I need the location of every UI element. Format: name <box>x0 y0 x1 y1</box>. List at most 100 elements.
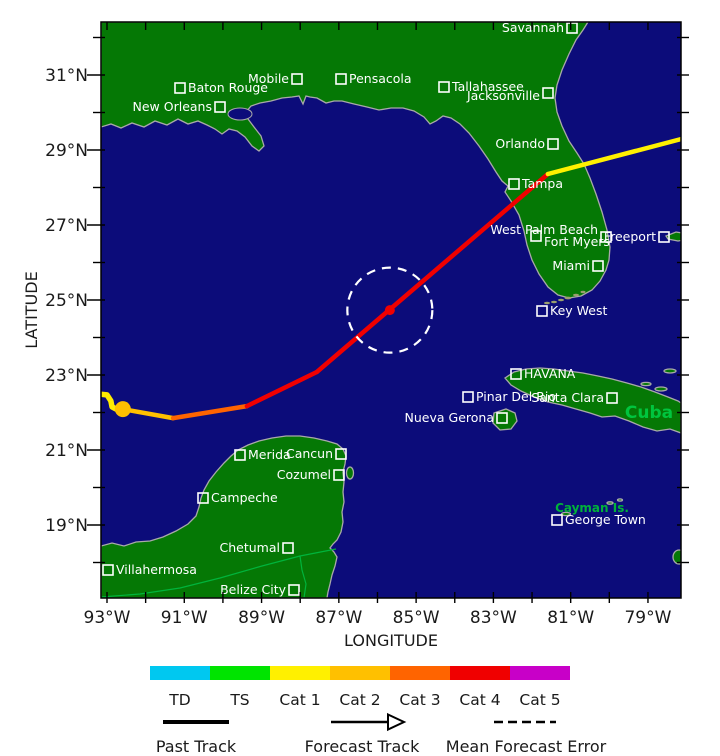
forecast-track-label: Forecast Track <box>305 737 420 756</box>
lat-tick-label: 23°N <box>45 366 88 386</box>
lat-tick-label: 21°N <box>45 441 88 461</box>
city-label: Savannah <box>502 20 564 35</box>
forecast-track-segment <box>545 136 681 177</box>
colorbar-segment <box>510 666 570 680</box>
category-label: TS <box>229 691 249 709</box>
tick-labels: 93°W 91°W 89°W 87°W 85°W 83°W 81°W 79°W 31°N 29°N… <box>45 66 671 628</box>
city-marker <box>547 138 559 150</box>
forecast-track-segment <box>314 171 551 375</box>
city-marker <box>536 305 548 317</box>
lat-tick-label: 29°N <box>45 141 88 161</box>
city-label: Tampa <box>521 176 563 191</box>
city-label: Cozumel <box>277 467 331 482</box>
city-label: Villahermosa <box>116 562 197 577</box>
land-yucatan-mexico <box>101 435 347 598</box>
lon-tick-label: 81°W <box>547 608 594 628</box>
city-label: Santa Clara <box>531 390 604 405</box>
land-us-florida <box>101 22 611 299</box>
city-marker <box>658 231 670 243</box>
forecast-position-dot <box>384 305 395 316</box>
isla-de-la-juventud <box>492 408 518 431</box>
city-marker <box>510 368 522 380</box>
city-marker <box>592 260 604 272</box>
plot-area: Savannah Baton Rouge New Orleans Mobile Pens… <box>101 20 681 598</box>
edge-island <box>672 549 681 565</box>
city-label: Orlando <box>495 136 545 151</box>
city-label: Pensacola <box>349 71 412 86</box>
city-label: Baton Rouge <box>188 80 268 95</box>
lon-tick-label: 89°W <box>238 608 285 628</box>
mean-forecast-error-circle <box>346 266 434 354</box>
city-label: West Palm Beach <box>490 222 598 237</box>
mean-forecast-error-label: Mean Forecast Error <box>446 737 607 756</box>
lon-tick-label: 93°W <box>84 608 131 628</box>
forecast-arrowhead-icon <box>387 712 407 732</box>
city-marker <box>508 178 520 190</box>
city-label: New Orleans <box>133 99 212 114</box>
lat-tick-label: 25°N <box>45 291 88 311</box>
category-label: Cat 5 <box>519 691 560 709</box>
city-marker <box>102 564 114 576</box>
city-marker <box>214 101 226 113</box>
colorbar-segment <box>390 666 450 680</box>
city-marker <box>197 492 209 504</box>
city-label: Cancun <box>286 446 333 461</box>
forecast-track-segment <box>120 406 176 421</box>
y-axis-title: LATITUDE <box>22 271 41 348</box>
colorbar-segment <box>150 666 210 680</box>
region-labels: Cuba Cayman Is. <box>555 403 673 515</box>
city-marker <box>234 449 246 461</box>
category-label: Cat 2 <box>339 691 380 709</box>
land-cuba <box>504 367 681 434</box>
city-marker <box>542 87 554 99</box>
cuban-cay <box>640 381 652 387</box>
lon-tick-label: 87°W <box>315 608 362 628</box>
lake-pontchartrain <box>227 107 253 121</box>
lon-tick-label: 79°W <box>624 608 671 628</box>
city-marker <box>291 73 303 85</box>
track-style-legend: Past Track Forecast Track Mean Forecast … <box>156 712 607 756</box>
city-marker <box>438 81 450 93</box>
city-label: Jacksonville <box>466 88 540 103</box>
city-marker <box>174 82 186 94</box>
city-marker <box>462 391 474 403</box>
city-marker <box>566 22 578 34</box>
city-marker <box>335 73 347 85</box>
lat-tick-label: 27°N <box>45 216 88 236</box>
city-label: Fort Myers <box>544 234 610 249</box>
region-label: Cuba <box>625 403 673 423</box>
intensity-colorbar: TD TS Cat 1 Cat 2 Cat 3 Cat 4 Cat 5 <box>150 666 570 709</box>
category-label: Cat 1 <box>279 691 320 709</box>
category-label: TD <box>168 691 190 709</box>
city-label: Belize City <box>220 582 287 597</box>
city-label: Tallahassee <box>451 79 524 94</box>
city-marker <box>606 392 618 404</box>
city-label: Nueva Gerona <box>405 410 494 425</box>
city-marker <box>335 448 347 460</box>
storm-track <box>101 136 681 421</box>
lat-tick-label: 31°N <box>45 66 88 86</box>
city-label: Merida <box>248 447 291 462</box>
colorbar-segment <box>270 666 330 680</box>
colorbar-segment <box>210 666 270 680</box>
city-label: Campeche <box>211 490 278 505</box>
city-label: Miami <box>552 258 590 273</box>
category-label: Cat 4 <box>459 691 500 709</box>
colorbar-segment <box>330 666 390 680</box>
lat-tick-label: 19°N <box>45 516 88 536</box>
city-marker <box>530 230 542 242</box>
country-borders <box>101 548 337 598</box>
city-label: Pinar Del Rio <box>476 389 556 404</box>
city-label: Mobile <box>248 71 289 86</box>
city-label: George Town <box>565 512 646 527</box>
category-label: Cat 3 <box>399 691 440 709</box>
cuban-cay <box>654 386 668 392</box>
city-marker <box>333 469 345 481</box>
city-labels: Savannah Baton Rouge New Orleans Mobile Pens… <box>102 20 670 597</box>
city-marker <box>288 584 300 596</box>
lon-tick-label: 91°W <box>161 608 208 628</box>
city-label: Chetumal <box>220 540 280 555</box>
city-label: Key West <box>550 303 607 318</box>
